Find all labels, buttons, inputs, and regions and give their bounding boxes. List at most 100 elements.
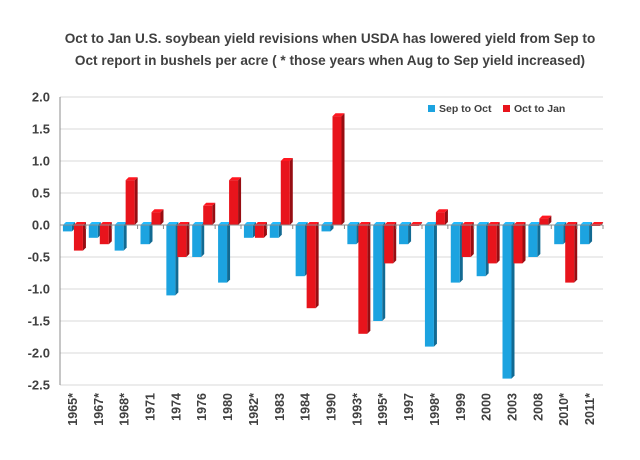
bar-top xyxy=(254,222,267,225)
legend-item: Sep to Oct xyxy=(428,103,492,115)
bar-top xyxy=(177,222,190,225)
chart-title-line-2: Oct report in bushels per acre ( * those… xyxy=(74,53,586,68)
bar-side xyxy=(160,209,164,225)
bar-side xyxy=(315,222,319,309)
bar-oct-to-jan xyxy=(565,222,578,283)
y-axis-tick-labels: 2.0 1.5 1.0 0.5 0.0 -0.5 -1.0 -1.5 -2.0 -2.5 xyxy=(28,90,50,393)
bar-top xyxy=(461,222,474,225)
bar-oct-to-jan xyxy=(177,222,190,257)
bar-sep-to-oct xyxy=(502,222,515,379)
x-tick-label: 1976 xyxy=(195,393,209,421)
legend-label: Oct to Jan xyxy=(514,103,565,115)
bar-oct-to-jan xyxy=(332,113,345,225)
legend-label: Sep to Oct xyxy=(439,103,492,115)
chart-title-line-1: Oct to Jan U.S. soybean yield revisions … xyxy=(64,31,596,46)
bar-top xyxy=(528,222,541,225)
x-tick-label: 1999 xyxy=(454,393,468,421)
bar-side xyxy=(548,215,552,225)
bar-front xyxy=(125,180,135,225)
bar-front xyxy=(539,218,549,225)
bar-side xyxy=(341,113,345,225)
bar-front xyxy=(435,212,445,225)
bar-top xyxy=(580,222,593,225)
bar-top xyxy=(321,222,334,225)
bar-top xyxy=(554,222,567,225)
bar-sep-to-oct xyxy=(424,222,437,347)
bar-front xyxy=(295,225,305,277)
bar-sep-to-oct xyxy=(140,222,153,245)
bar-oct-to-jan xyxy=(151,209,164,225)
bar-sep-to-oct xyxy=(450,222,463,283)
bar-top xyxy=(243,222,256,225)
bar-top xyxy=(88,222,101,225)
bar-front xyxy=(321,225,331,232)
y-tick-label: 0.5 xyxy=(32,186,50,201)
bar-sep-to-oct xyxy=(399,222,412,245)
bar-side xyxy=(278,222,282,238)
bar-front xyxy=(99,225,109,245)
bar-front xyxy=(373,225,383,321)
bar-front xyxy=(528,225,538,257)
bar-sep-to-oct xyxy=(476,222,489,277)
bar-front xyxy=(450,225,460,283)
x-tick-label: 1965* xyxy=(66,393,80,426)
bar-front xyxy=(269,225,279,238)
bar-top xyxy=(229,177,242,181)
x-tick-label: 1983 xyxy=(273,393,287,421)
bar-front xyxy=(114,225,124,251)
bar-sep-to-oct xyxy=(269,222,282,238)
bar-sep-to-oct xyxy=(192,222,205,257)
bar-front xyxy=(203,205,213,225)
bar-front xyxy=(280,161,290,225)
bar-oct-to-jan xyxy=(99,222,112,245)
bar-oct-to-jan xyxy=(280,158,293,225)
bar-side xyxy=(201,222,205,257)
bar-front xyxy=(229,180,239,225)
bar-side xyxy=(444,209,448,225)
bar-front xyxy=(399,225,409,245)
bar-side xyxy=(123,222,127,251)
bar-sep-to-oct xyxy=(243,222,256,238)
bar-top xyxy=(192,222,205,225)
bar-side xyxy=(134,177,138,225)
bars xyxy=(62,113,604,379)
bar-sep-to-oct xyxy=(295,222,308,277)
bar-side xyxy=(433,222,437,347)
bar-front xyxy=(243,225,253,238)
bar-side xyxy=(186,222,190,257)
bar-front xyxy=(88,225,98,238)
bar-front xyxy=(424,225,434,347)
legend-item: Oct to Jan xyxy=(503,103,565,115)
bar-side xyxy=(212,202,216,225)
bar-top xyxy=(295,222,308,225)
bar-side xyxy=(537,222,541,257)
x-tick-label: 1980 xyxy=(221,393,235,421)
y-tick-label: 1.5 xyxy=(32,122,50,137)
bar-front xyxy=(192,225,202,257)
bar-oct-to-jan xyxy=(539,215,552,225)
legend-swatch xyxy=(503,105,510,112)
axes xyxy=(59,97,604,385)
bar-top xyxy=(347,222,360,225)
bar-side xyxy=(367,222,371,334)
bar-front xyxy=(580,225,590,245)
bar-top xyxy=(450,222,463,225)
bar-sep-to-oct xyxy=(580,222,593,245)
bar-top xyxy=(591,222,604,225)
bar-oct-to-jan xyxy=(461,222,474,257)
x-tick-label: 1982* xyxy=(247,393,261,426)
bar-side xyxy=(82,222,86,251)
bar-top xyxy=(513,222,526,225)
bar-sep-to-oct xyxy=(321,222,334,232)
bar-side xyxy=(227,222,231,283)
bar-side xyxy=(263,222,267,238)
bar-top xyxy=(218,222,231,225)
bar-top xyxy=(487,222,500,225)
bar-oct-to-jan xyxy=(229,177,242,225)
x-tick-label: 2011* xyxy=(583,393,597,425)
bar-top xyxy=(399,222,412,225)
bar-oct-to-jan xyxy=(358,222,371,334)
bar-side xyxy=(238,177,242,225)
